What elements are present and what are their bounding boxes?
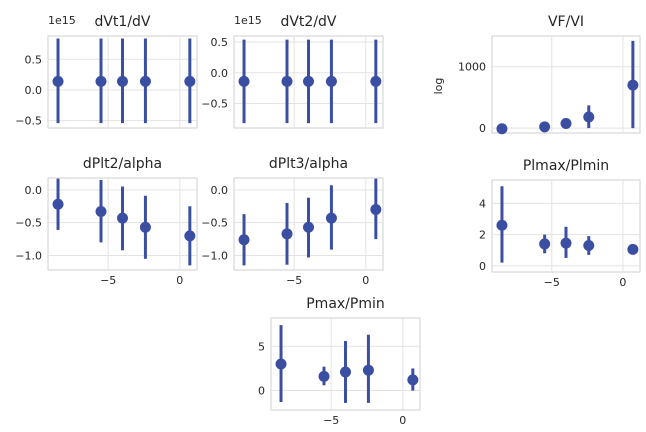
data-point (583, 239, 595, 251)
subplot-title: dVt1/dV (94, 14, 150, 30)
subplot-3: 0 1000 VF/VI log (432, 14, 641, 135)
plot-area (491, 179, 641, 273)
y-tick-label: 1000 (458, 61, 486, 74)
data-point (583, 111, 595, 123)
y-tick-label: 2 (479, 229, 486, 242)
data-point (627, 79, 639, 91)
y-tick-label: 0 (258, 385, 265, 398)
data-point (52, 198, 64, 210)
data-point (95, 75, 107, 87)
data-point (627, 243, 639, 255)
y-tick-label: 0.5 (25, 53, 43, 66)
x-tick-label: −5 (100, 274, 116, 287)
subplot-title: dPlt2/alpha (83, 156, 162, 172)
data-point (560, 117, 572, 129)
subplot-6: −5 0 0 2 4 Plmax/Plmin (479, 158, 641, 289)
data-point (275, 358, 287, 370)
y-tick-label: 0.0 (25, 84, 43, 97)
y-tick-label: 0.5 (211, 36, 229, 49)
y-tick-label: −0.5 (201, 97, 228, 110)
data-point (407, 374, 419, 386)
data-point (184, 75, 196, 87)
x-tick-label: 0 (619, 276, 626, 289)
subplot-title: Plmax/Plmin (523, 158, 609, 174)
y-axis-label: log (432, 78, 445, 95)
x-tick-label: 0 (399, 414, 406, 427)
data-point (139, 221, 151, 233)
x-tick-label: 0 (362, 274, 369, 287)
data-point (318, 370, 330, 382)
data-point (340, 366, 351, 378)
data-point (95, 206, 107, 218)
subplot-5: −5 0 −1.0 −0.5 0.0 dPlt3/alpha (201, 156, 384, 287)
y-tick-label: 4 (479, 197, 486, 210)
subplot-title: dPlt3/alpha (269, 156, 348, 172)
data-point (303, 75, 314, 87)
y-tick-label: 0.0 (25, 184, 43, 197)
data-point (303, 221, 314, 233)
subplot-2: −0.5 0.0 0.5 dVt2/dV 1e15 (201, 14, 384, 129)
y-tick-label: −1.0 (201, 250, 228, 263)
y-tick-label: −0.5 (201, 217, 228, 230)
subplot-7: −5 0 0 5 Pmax/Pmin (258, 296, 421, 427)
y-tick-label: −0.5 (15, 115, 42, 128)
data-point (370, 204, 382, 216)
data-point (496, 123, 508, 135)
subplot-title: VF/VI (548, 14, 584, 30)
data-point (539, 121, 551, 133)
data-point (238, 234, 250, 246)
y-tick-label: 0.0 (211, 67, 229, 80)
data-point (139, 75, 151, 87)
subplot-4: −5 0 −1.0 −0.5 0.0 dPlt2/alpha (15, 156, 198, 287)
y-tick-label: 0 (479, 122, 486, 135)
x-tick-label: −5 (544, 276, 560, 289)
data-point (117, 212, 128, 224)
subplot-1: −0.5 0.0 0.5 dVt1/dV 1e15 (15, 14, 198, 129)
data-point (496, 219, 508, 231)
data-point (560, 237, 572, 249)
data-point (238, 75, 250, 87)
data-point (117, 75, 128, 87)
data-point (325, 212, 337, 224)
data-point (362, 364, 374, 376)
data-point (281, 228, 293, 240)
y-tick-label: −1.0 (15, 250, 42, 263)
x-tick-label: 0 (176, 274, 183, 287)
data-point (370, 75, 382, 87)
subplot-title: dVt2/dV (280, 14, 336, 30)
axis-offset-text: 1e15 (48, 14, 76, 27)
y-tick-label: 0 (479, 260, 486, 273)
y-tick-label: −0.5 (15, 217, 42, 230)
subplot-title: Pmax/Pmin (306, 296, 385, 312)
data-point (52, 75, 64, 87)
x-tick-label: −5 (323, 414, 339, 427)
y-tick-label: 0.0 (211, 184, 229, 197)
data-point (539, 238, 551, 250)
x-tick-label: −5 (286, 274, 302, 287)
axis-offset-text: 1e15 (234, 14, 262, 27)
y-tick-label: 5 (258, 340, 265, 353)
plot-area (491, 35, 641, 134)
data-point (281, 75, 293, 87)
data-point (325, 75, 337, 87)
data-point (184, 230, 196, 242)
